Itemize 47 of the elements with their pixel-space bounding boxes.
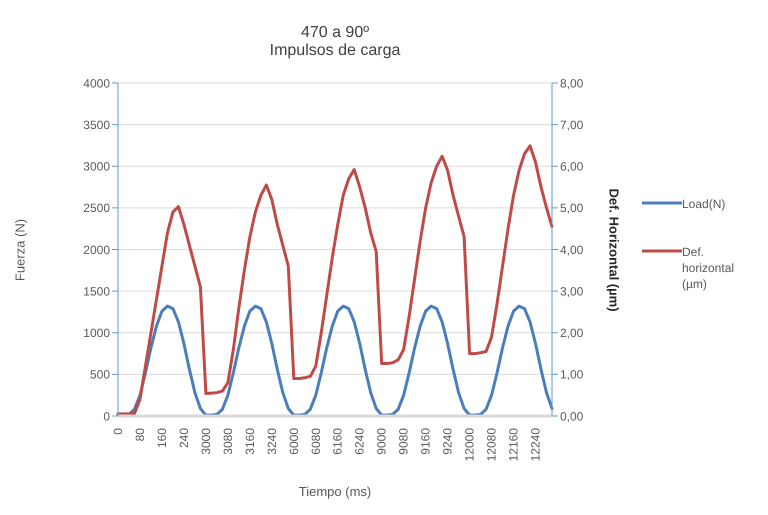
x-tick-label: 9240 xyxy=(440,428,455,455)
x-tick-label: 3080 xyxy=(220,428,235,455)
x-tick-label: 240 xyxy=(176,428,191,448)
y2-tick-label: 6,00 xyxy=(560,160,584,174)
y2-tick-label: 7,00 xyxy=(560,118,584,132)
x-tick-label: 6000 xyxy=(286,428,301,455)
y-tick-label: 4000 xyxy=(83,76,110,90)
x-tick-label: 12000 xyxy=(462,428,477,462)
y2-tick-label: 5,00 xyxy=(560,201,584,216)
x-tick-label: 9080 xyxy=(396,428,411,455)
x-tick-label: 9000 xyxy=(374,428,389,455)
x-tick-label: 9160 xyxy=(418,428,433,455)
y-tick-label: 3500 xyxy=(83,118,110,132)
legend-label: Load(N) xyxy=(682,196,726,212)
x-tick-label: 3160 xyxy=(242,428,257,455)
chart-subtitle: Impulsos de carga xyxy=(268,42,402,60)
x-tick-label: 12080 xyxy=(484,428,499,462)
y-tick-label: 500 xyxy=(90,368,110,382)
x-tick-label: 6160 xyxy=(330,428,345,455)
y-tick-label: 1500 xyxy=(83,284,110,298)
y-tick-label: 3000 xyxy=(83,160,110,174)
x-tick-label: 12160 xyxy=(506,428,521,462)
y-tick-label: 1000 xyxy=(83,326,110,340)
legend-label: Def. horizontal (µm) xyxy=(682,244,736,292)
y-axis-title: Fuerza (N) xyxy=(12,218,28,282)
x-axis-title: Tiempo (ms) xyxy=(298,484,372,499)
y2-tick-label: 2,00 xyxy=(560,326,584,340)
x-tick-label: 6240 xyxy=(352,428,367,455)
y2-tick-label: 4,00 xyxy=(560,242,584,257)
y-tick-label: 0 xyxy=(103,409,110,424)
line-series xyxy=(116,304,554,416)
y2-tick-label: 1,00 xyxy=(560,368,584,382)
x-tick-label: 6080 xyxy=(308,428,323,455)
y2-axis-title: Def. Horizontal (µm) xyxy=(606,188,622,312)
y2-tick-label: 0,00 xyxy=(560,409,584,424)
y-tick-label: 2000 xyxy=(83,242,110,257)
line-series xyxy=(116,144,554,416)
x-tick-label: 160 xyxy=(154,428,169,448)
x-tick-label: 12240 xyxy=(528,428,543,462)
y-tick-label: 2500 xyxy=(83,201,110,216)
x-tick-label: 3000 xyxy=(198,428,213,455)
y2-tick-label: 3,00 xyxy=(560,284,584,298)
chart-title: 470 a 90º xyxy=(300,24,370,42)
x-tick-label: 3240 xyxy=(264,428,279,455)
y2-tick-label: 8,00 xyxy=(560,76,584,90)
x-tick-label: 0 xyxy=(111,428,125,435)
x-tick-label: 80 xyxy=(132,428,147,442)
